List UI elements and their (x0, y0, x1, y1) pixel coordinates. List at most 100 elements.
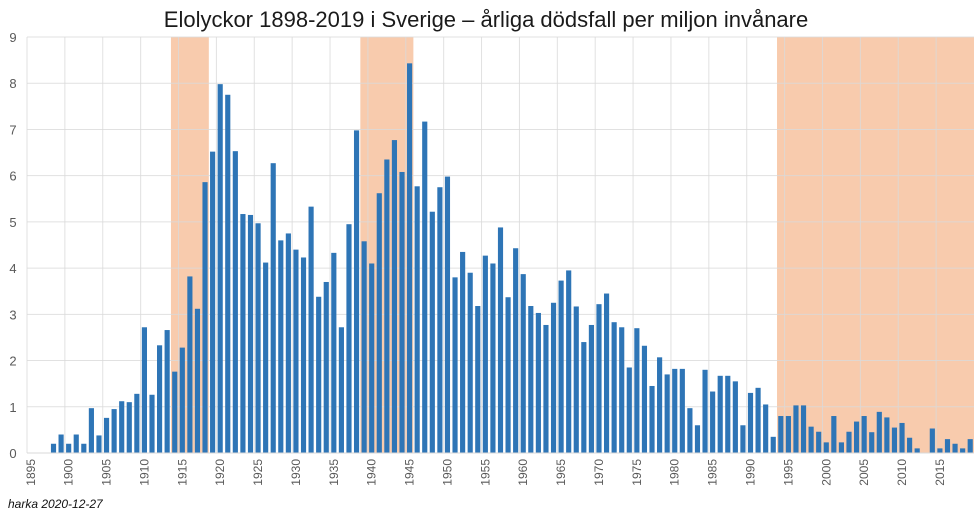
bar-1907 (119, 401, 125, 453)
x-tick-label: 1910 (137, 459, 151, 486)
bar-1944 (399, 171, 405, 454)
bar-1965 (558, 280, 564, 453)
bar-1957 (497, 227, 504, 453)
bar-1955 (482, 255, 488, 453)
x-tick-label: 1945 (403, 459, 417, 486)
bar-1980 (672, 368, 678, 453)
x-tick-label: 1930 (289, 459, 303, 486)
x-tick-label: 1925 (251, 459, 265, 486)
bar-1934 (323, 281, 329, 453)
x-tick-label: 1955 (478, 459, 492, 486)
y-tick-labels: 0 1 2 3 4 5 6 7 8 9 (9, 30, 16, 461)
x-tick-label: 2000 (819, 459, 833, 486)
bar-1950 (444, 176, 451, 453)
bar-1940 (369, 263, 375, 453)
bar-1976 (641, 345, 648, 453)
bar-1936 (338, 327, 344, 453)
y-tick-label: 5 (9, 215, 16, 230)
bar-1974 (626, 367, 632, 453)
bar-1945 (407, 63, 413, 453)
bar-2008 (884, 417, 890, 453)
bar-1925 (255, 223, 261, 453)
bar-1963 (543, 324, 549, 453)
bar-1993 (770, 436, 776, 453)
bar-1916 (187, 276, 193, 453)
bar-1985 (710, 391, 716, 453)
y-tick-label: 1 (9, 400, 16, 415)
bar-1983 (694, 425, 701, 453)
bar-1948 (429, 211, 435, 453)
x-tick-label: 2015 (933, 459, 947, 486)
bar-1970 (596, 304, 602, 453)
bar-1982 (687, 408, 693, 453)
bar-1994 (778, 416, 784, 453)
bar-1914 (172, 371, 178, 453)
bar-1932 (308, 206, 314, 453)
x-tick-label: 1900 (62, 459, 76, 486)
x-tick-label: 1985 (706, 459, 720, 486)
bar-2001 (831, 416, 837, 453)
y-tick-label: 8 (9, 76, 16, 91)
bar-1943 (391, 140, 398, 453)
bar-2006 (869, 432, 875, 453)
bar-1979 (664, 374, 670, 453)
bar-1922 (232, 151, 238, 453)
bar-1913 (164, 330, 170, 453)
bar-1908 (126, 402, 132, 453)
highlight-band (777, 37, 974, 453)
bar-1939 (361, 241, 367, 453)
x-tick-label: 1960 (516, 459, 530, 486)
x-tick-labels: 1895 1900 1905 1910 1915 1920 1925 1930 1935 1940… (24, 459, 947, 486)
bar-1926 (263, 262, 269, 453)
x-tick-label: 1935 (327, 459, 341, 486)
y-tick-label: 6 (9, 169, 16, 184)
bar-2005 (861, 416, 867, 453)
bar-1931 (300, 257, 307, 453)
x-tick-label: 1895 (24, 459, 38, 486)
x-tick-label: 1950 (440, 459, 454, 486)
bar-1968 (581, 342, 587, 453)
bar-1900 (66, 443, 72, 453)
bar-1917 (194, 308, 201, 453)
x-tick-label: 1980 (668, 459, 682, 486)
bar-2010 (899, 422, 905, 453)
bar-1987 (725, 375, 731, 453)
bar-1971 (603, 293, 610, 453)
bar-1915 (179, 347, 185, 453)
bar-1898 (50, 443, 57, 453)
bar-1989 (740, 425, 746, 453)
bar-1905 (103, 417, 110, 453)
bar-1967 (573, 306, 579, 453)
bar-2012 (914, 448, 920, 453)
bar-1960 (520, 274, 526, 453)
bar-1928 (278, 240, 284, 453)
y-tick-label: 7 (9, 122, 16, 137)
bar-1973 (619, 327, 625, 453)
y-tick-label: 2 (9, 354, 16, 369)
bar-1899 (58, 434, 64, 453)
bar-1924 (247, 214, 254, 453)
bars (50, 63, 973, 454)
bar-1903 (88, 408, 94, 453)
bar-1921 (225, 94, 231, 454)
bar-1937 (346, 224, 352, 453)
bar-2017 (952, 443, 958, 453)
bar-2009 (891, 427, 898, 453)
chart-title-text: Elolyckor 1898-2019 i Sverige – årliga d… (163, 7, 809, 32)
bar-2000 (823, 442, 829, 453)
chart-title: Elolyckor 1898-2019 i Sverige – årliga d… (0, 7, 974, 33)
bar-1904 (96, 435, 102, 453)
x-tick-label: 1940 (365, 459, 379, 486)
bar-1961 (528, 306, 534, 453)
bar-2002 (838, 442, 844, 453)
bar-1975 (634, 328, 640, 453)
bar-1901 (73, 434, 79, 453)
bar-1966 (566, 270, 572, 453)
bar-1986 (717, 375, 723, 453)
x-tick-label: 1975 (630, 459, 644, 486)
bar-1927 (270, 163, 276, 454)
bar-1956 (490, 263, 496, 453)
y-tick-label: 0 (9, 446, 16, 461)
bar-1991 (755, 387, 761, 453)
